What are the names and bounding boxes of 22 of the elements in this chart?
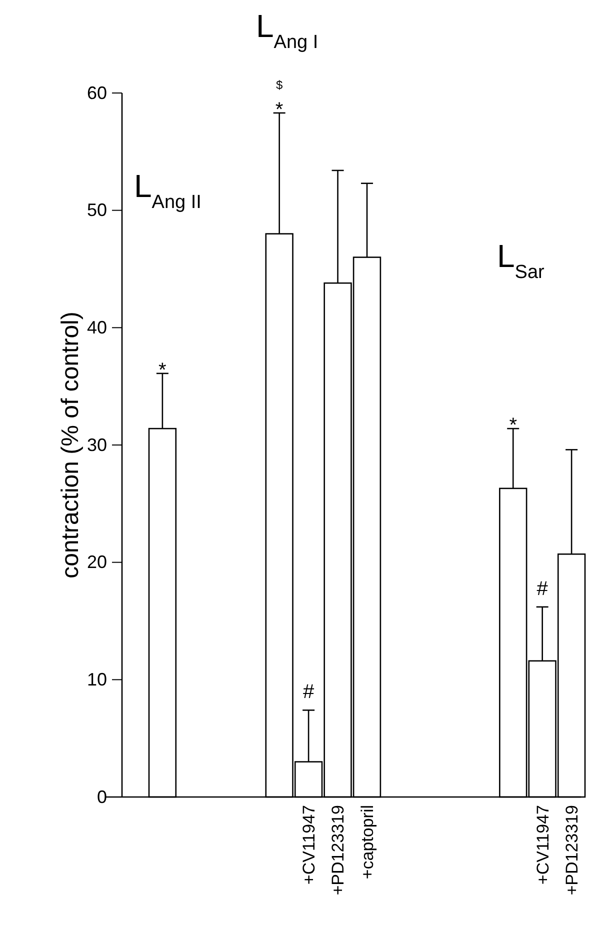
y-tick-label: 50 <box>86 200 107 220</box>
data-label: # <box>536 578 549 600</box>
data-label: * <box>509 414 518 437</box>
y-tick-label: 20 <box>86 552 107 572</box>
y-tick-label: 10 <box>86 669 107 690</box>
x-tick-label: +CV11947 <box>533 805 552 885</box>
annotation: * <box>275 98 284 121</box>
annotation: L$_{Sar}$ <box>497 238 546 282</box>
annotation: L$_{Ang II}$ <box>134 168 202 212</box>
text: $ <box>276 78 283 92</box>
text: L$_{Ang I}$ <box>256 8 318 52</box>
x-tick-label: +CV11947 <box>300 805 319 885</box>
y-tick-label: 40 <box>86 317 107 338</box>
x-tick-label: +PD123319 <box>562 805 582 896</box>
data-label: * <box>158 359 167 382</box>
data-label: # <box>302 681 315 704</box>
y-tick-label: 0 <box>96 786 107 807</box>
x-tick-label: +captopril <box>358 805 377 880</box>
y-tick-label: 30 <box>86 434 107 455</box>
y-axis-title: contraction (% of control) <box>57 312 84 578</box>
y-tick-label: 60 <box>86 82 107 103</box>
x-tick-label: +PD123319 <box>328 805 348 896</box>
